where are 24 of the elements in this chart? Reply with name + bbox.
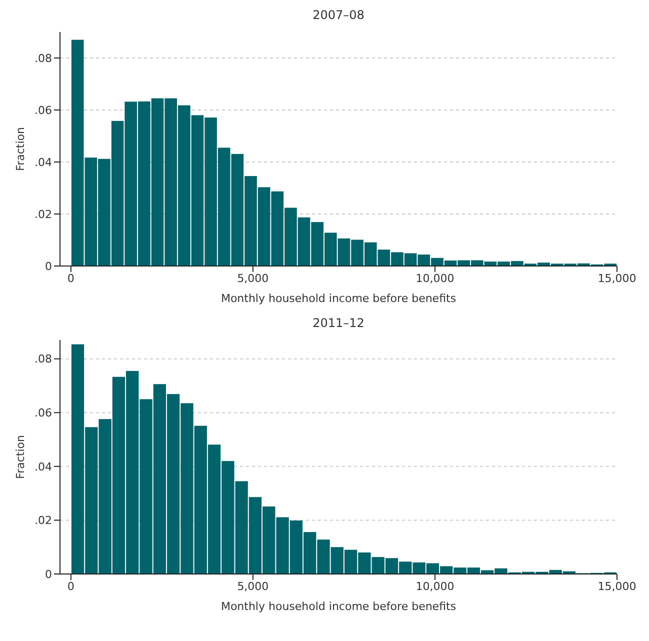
- x-tick-label: 10,000: [416, 272, 454, 285]
- x-tick-label: 15,000: [598, 272, 636, 285]
- chart-title: 2011–12: [312, 316, 366, 332]
- y-axis-title: Fraction: [14, 127, 27, 171]
- y-axis-title: Fraction: [14, 435, 27, 479]
- y-tick-label: 0: [45, 568, 52, 581]
- y-tick-label: 0: [45, 260, 52, 273]
- x-tick-label: 15,000: [598, 580, 636, 593]
- x-tick-label: 0: [67, 580, 74, 593]
- y-tick-label: .08: [34, 52, 52, 65]
- x-tick-label: 5,000: [237, 272, 269, 285]
- y-tick-label: .02: [34, 514, 52, 528]
- x-tick-label: 0: [67, 272, 74, 285]
- x-axis-title: Monthly household income before benefits: [220, 292, 456, 305]
- y-tick-label: .08: [34, 352, 52, 366]
- x-tick-label: 10,000: [416, 580, 454, 593]
- x-tick-label: 5,000: [237, 580, 269, 593]
- y-tick-label: .04: [34, 460, 52, 474]
- y-tick-label: .06: [34, 406, 52, 420]
- chart-title: 2007–08: [312, 8, 366, 24]
- y-tick-label: .06: [34, 104, 52, 117]
- y-tick-label: .04: [34, 156, 52, 169]
- x-axis-title: Monthly household income before benefits: [220, 600, 456, 613]
- y-tick-label: .02: [34, 208, 52, 221]
